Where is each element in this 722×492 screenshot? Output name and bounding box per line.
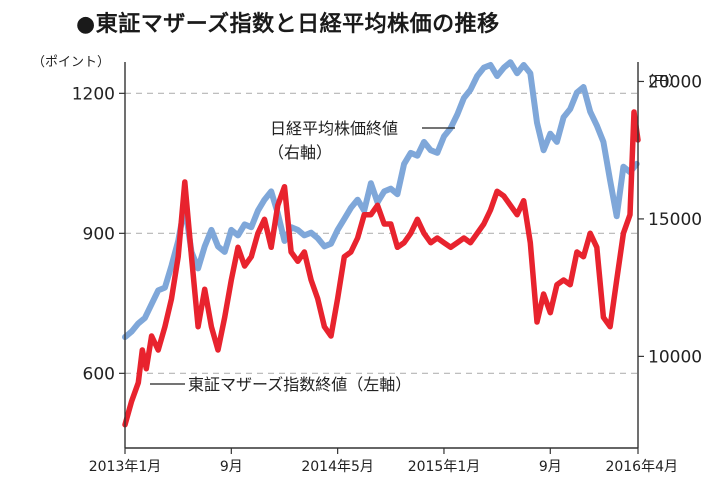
right-tick-label: 10000 xyxy=(648,347,702,367)
left-tick-label: 900 xyxy=(83,224,115,244)
chart-title: ●東証マザーズ指数と日経平均株価の推移 xyxy=(76,12,500,37)
right-tick-label: 20000 xyxy=(648,72,702,92)
nikkei-annotation-axis: （右軸） xyxy=(268,143,332,162)
left-tick-label: 600 xyxy=(83,364,115,384)
right-tick-label: 15000 xyxy=(648,210,702,230)
right-axis-unit: （円） xyxy=(640,74,682,90)
left-tick-label: 1200 xyxy=(72,84,115,104)
mothers-series-line xyxy=(122,109,641,428)
left-axis-unit: （ポイント） xyxy=(32,55,110,70)
x-tick-label: 2014年5月 xyxy=(301,459,374,475)
x-tick-label: 9月 xyxy=(220,459,243,475)
mothers-annotation: 東証マザーズ指数終値（左軸） xyxy=(188,375,411,394)
nikkei-annotation: 日経平均株価終値 xyxy=(270,119,398,138)
nikkei-series-line xyxy=(122,59,640,341)
x-tick-label: 2016年4月 xyxy=(605,459,678,475)
x-tick-label: 9月 xyxy=(539,459,562,475)
x-tick-label: 2015年1月 xyxy=(408,459,481,475)
x-tick-label: 2013年1月 xyxy=(89,459,162,475)
